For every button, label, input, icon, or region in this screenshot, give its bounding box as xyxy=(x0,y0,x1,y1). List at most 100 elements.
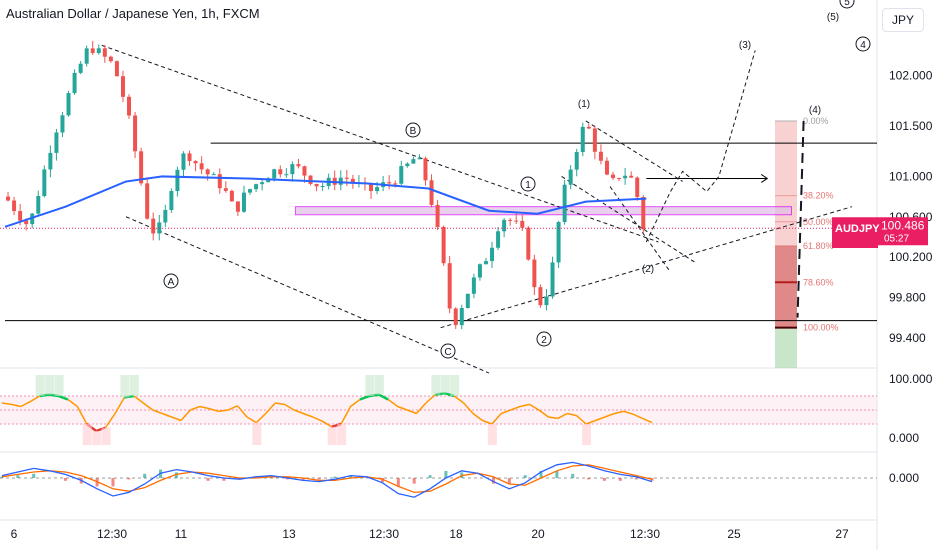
candle xyxy=(127,96,132,116)
osc-lo-shade xyxy=(82,424,92,445)
candle xyxy=(435,204,440,227)
candle xyxy=(54,132,59,153)
price-tag-value: 100.486 xyxy=(881,218,925,232)
macd-histogram-bar xyxy=(206,478,210,481)
wave-label-p2: (2) xyxy=(642,264,654,275)
wave-label-c-circle xyxy=(440,343,456,359)
price-tag-countdown: 05:27 xyxy=(884,233,909,244)
candle xyxy=(429,180,434,205)
osc-segment xyxy=(387,398,399,408)
candle xyxy=(320,185,325,187)
candle xyxy=(205,169,210,175)
symbol-label: AUDJPY xyxy=(835,223,880,235)
price-tick-label: 101.000 xyxy=(889,169,932,183)
candle xyxy=(574,152,579,170)
osc-segment xyxy=(350,398,361,408)
fib-level-label: 0.00% xyxy=(803,116,829,126)
candle xyxy=(60,115,65,133)
candle xyxy=(586,126,591,129)
osc-segment xyxy=(585,419,596,425)
macd-histogram-bar xyxy=(380,478,384,483)
osc-segment xyxy=(293,409,304,415)
candle xyxy=(223,188,228,191)
candle xyxy=(314,184,319,187)
candle xyxy=(526,227,531,260)
macd-histogram-bar xyxy=(650,478,654,481)
macd-signal-line xyxy=(1,464,653,494)
osc-segment xyxy=(510,405,521,411)
osc-segment xyxy=(227,405,238,411)
candle xyxy=(483,261,488,265)
candle xyxy=(42,169,47,197)
price-tick-label: 101.500 xyxy=(889,119,932,133)
osc-segment xyxy=(482,419,493,425)
candle xyxy=(229,190,234,202)
wave-label-p3: (3) xyxy=(739,40,751,51)
candle xyxy=(72,72,77,94)
macd-histogram-bar xyxy=(127,478,131,480)
wave-label-a: A xyxy=(168,277,175,288)
osc-segment xyxy=(1,402,12,406)
candle xyxy=(405,163,410,167)
osc-segment xyxy=(623,410,634,415)
osc-segment xyxy=(519,403,530,408)
candle xyxy=(96,48,101,53)
osc-hi-shade xyxy=(54,375,64,396)
fib-level-label: 78.60% xyxy=(803,277,834,287)
macd-histogram-bar xyxy=(285,478,289,480)
candle xyxy=(520,220,525,228)
candle xyxy=(544,296,549,306)
candle xyxy=(598,151,603,161)
candle xyxy=(611,174,616,179)
osc-segment xyxy=(567,412,577,417)
price-tick-label: 102.000 xyxy=(889,69,932,83)
time-tick-label: 12:30 xyxy=(97,527,127,541)
candle xyxy=(114,61,119,77)
candle xyxy=(284,174,289,176)
osc-segment xyxy=(209,407,219,413)
osc-hi-shade xyxy=(365,375,375,396)
wave-label-a-circle xyxy=(163,273,179,289)
osc-segment xyxy=(538,409,549,418)
candle xyxy=(6,196,11,201)
osc-segment xyxy=(236,405,248,418)
candle xyxy=(302,166,307,176)
osc-segment xyxy=(29,395,41,403)
supply-box xyxy=(294,206,792,216)
fib-level-label: 38.20% xyxy=(803,191,834,201)
currency-button[interactable]: JPY xyxy=(882,8,924,32)
candle xyxy=(145,183,150,219)
time-tick-label: 25 xyxy=(727,527,741,541)
wave-label-c4: 4 xyxy=(860,40,866,51)
fib-zone-lower xyxy=(775,246,797,328)
price-tick-label: 99.400 xyxy=(889,331,926,345)
candle xyxy=(604,160,609,175)
candle xyxy=(344,177,349,179)
candle xyxy=(465,293,470,309)
macd-histogram-bar xyxy=(587,478,591,480)
osc-segment xyxy=(576,415,587,425)
osc-segment xyxy=(180,409,191,422)
candle xyxy=(290,164,295,175)
osc-segment xyxy=(359,394,370,401)
osc-segment xyxy=(378,393,389,401)
osc-segment xyxy=(425,394,436,404)
wave-label-p4: (4) xyxy=(809,105,821,116)
macd-histogram-bar xyxy=(396,478,400,487)
osc-lo-shade xyxy=(337,424,347,445)
osc-band xyxy=(0,396,877,424)
candle xyxy=(181,153,186,170)
osc-hi-shade xyxy=(120,375,130,398)
candle xyxy=(102,48,107,57)
candle xyxy=(496,231,501,248)
trend-line xyxy=(561,176,695,263)
wave-label-p1: (1) xyxy=(578,99,590,110)
osc-segment xyxy=(190,405,201,411)
candle xyxy=(393,183,398,185)
candle xyxy=(18,211,23,221)
osc-hi-shade xyxy=(374,375,384,395)
osc-segment xyxy=(199,405,210,410)
candle xyxy=(369,183,374,192)
candle xyxy=(423,158,428,181)
